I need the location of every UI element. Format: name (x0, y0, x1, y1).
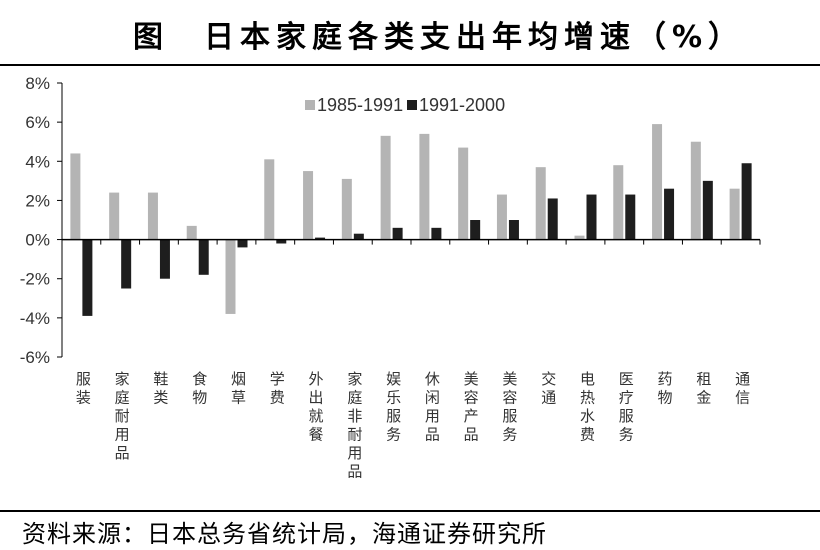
category-label: 服装 (76, 370, 91, 407)
category-label: 家庭非耐用品 (347, 370, 362, 481)
bar-1985-1991 (186, 225, 197, 240)
bar-1985-1991 (303, 171, 314, 240)
bar-1985-1991 (341, 178, 352, 240)
y-tick-label: -6% (20, 348, 50, 367)
bar-1985-1991 (613, 165, 624, 240)
legend-label: 1991-2000 (419, 95, 505, 115)
category-label: 租金 (696, 370, 711, 407)
figure-title-text: 日本家庭各类支出年均增速（%） (204, 20, 745, 55)
y-tick-label: -4% (20, 309, 50, 328)
bar-1991-2000 (315, 237, 326, 240)
bar-1985-1991 (264, 159, 275, 240)
bar-1985-1991 (574, 235, 585, 240)
bar-1991-2000 (508, 220, 519, 240)
source-rule (0, 510, 820, 512)
chart-title: 图 日本家庭各类支出年均增速（%） (0, 8, 820, 55)
category-label: 通信 (735, 370, 750, 407)
bar-1991-2000 (625, 194, 636, 240)
y-tick-label: 6% (25, 113, 50, 132)
legend-swatch (305, 100, 315, 110)
bar-1991-2000 (547, 198, 558, 240)
y-tick-label: 8% (25, 74, 50, 93)
bar-1991-2000 (276, 239, 287, 244)
bar-1985-1991 (535, 167, 546, 240)
bar-1991-2000 (741, 163, 752, 240)
bar-1991-2000 (237, 239, 248, 248)
bar-1991-2000 (198, 239, 209, 275)
category-label: 美容服务 (502, 370, 517, 444)
legend-swatch (407, 100, 417, 110)
bar-1985-1991 (225, 239, 236, 314)
bar-1985-1991 (729, 188, 740, 240)
source-note: 资料来源：日本总务省统计局，海通证券研究所 (22, 520, 547, 548)
category-label: 休闲用品 (425, 370, 440, 444)
y-tick-label: -2% (20, 270, 50, 289)
category-label: 娱乐服务 (386, 370, 401, 444)
bar-1991-2000 (392, 227, 403, 240)
figure-label: 图 (133, 20, 165, 55)
category-label: 药物 (658, 370, 673, 407)
bar-1985-1991 (690, 141, 701, 240)
bar-1991-2000 (702, 180, 713, 240)
bar-1991-2000 (664, 188, 675, 240)
bar-1985-1991 (380, 135, 391, 240)
bar-1991-2000 (82, 239, 93, 316)
bar-1985-1991 (496, 194, 507, 240)
bar-1991-2000 (159, 239, 170, 279)
bar-1991-2000 (431, 227, 442, 240)
bar-1991-2000 (121, 239, 132, 289)
y-tick-label: 4% (25, 152, 50, 171)
category-label: 烟草 (231, 370, 246, 407)
category-label: 食物 (192, 370, 207, 407)
bar-1991-2000 (470, 220, 481, 240)
category-label: 外出就餐 (309, 370, 324, 444)
bar-1985-1991 (70, 153, 81, 240)
bar-1985-1991 (419, 133, 430, 240)
category-label: 医疗服务 (619, 370, 634, 444)
category-label: 鞋类 (153, 370, 168, 407)
y-tick-label: 2% (25, 191, 50, 210)
category-label: 电热水费 (580, 370, 595, 444)
category-label: 学费 (270, 370, 285, 407)
bar-1991-2000 (353, 233, 364, 240)
bar-1985-1991 (109, 192, 120, 240)
category-label: 交通 (541, 370, 556, 407)
y-tick-label: 0% (25, 231, 50, 250)
category-label: 美容产品 (464, 370, 479, 444)
category-label: 家庭耐用品 (115, 370, 130, 462)
legend-label: 1985-1991 (317, 95, 403, 115)
bar-1985-1991 (458, 147, 469, 240)
title-rule (0, 64, 820, 66)
bar-1985-1991 (652, 124, 663, 240)
bar-1985-1991 (147, 192, 158, 240)
bar-1991-2000 (586, 194, 597, 240)
